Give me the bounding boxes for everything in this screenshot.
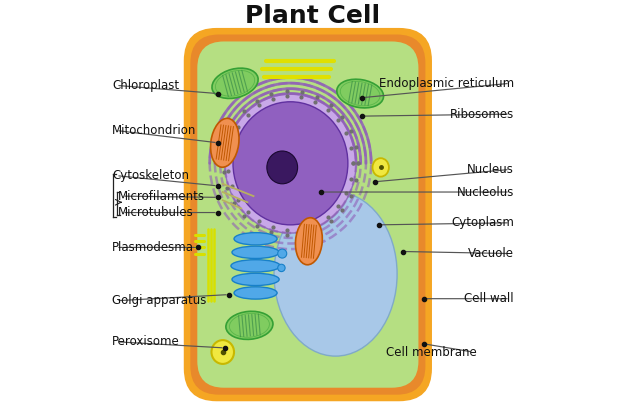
Ellipse shape xyxy=(234,233,277,245)
Ellipse shape xyxy=(226,311,273,339)
Ellipse shape xyxy=(231,260,280,272)
Text: Endoplasmic reticulum: Endoplasmic reticulum xyxy=(379,77,514,90)
Text: Cytoskeleton: Cytoskeleton xyxy=(112,169,189,182)
Ellipse shape xyxy=(274,192,397,356)
Text: Microtubules: Microtubules xyxy=(118,206,194,219)
Text: Cell wall: Cell wall xyxy=(464,292,514,305)
FancyBboxPatch shape xyxy=(190,35,426,394)
Text: Plasmodesma: Plasmodesma xyxy=(112,241,194,254)
Ellipse shape xyxy=(278,249,287,258)
Text: Cytoplasm: Cytoplasm xyxy=(451,216,514,229)
Text: Mitochondrion: Mitochondrion xyxy=(112,124,197,137)
Ellipse shape xyxy=(210,118,239,167)
Text: Nucleolus: Nucleolus xyxy=(456,186,514,198)
Ellipse shape xyxy=(295,218,322,265)
Ellipse shape xyxy=(337,79,384,108)
Text: Microfilaments: Microfilaments xyxy=(118,190,205,203)
FancyBboxPatch shape xyxy=(184,28,432,401)
Ellipse shape xyxy=(234,287,277,299)
Ellipse shape xyxy=(232,246,279,259)
Ellipse shape xyxy=(372,158,389,177)
Text: Peroxisome: Peroxisome xyxy=(112,335,180,348)
Ellipse shape xyxy=(233,102,348,225)
Text: Cell membrane: Cell membrane xyxy=(386,346,477,359)
Text: Golgi apparatus: Golgi apparatus xyxy=(112,294,207,307)
Text: Nucleus: Nucleus xyxy=(467,163,514,176)
Ellipse shape xyxy=(212,68,258,98)
Ellipse shape xyxy=(225,93,356,233)
Ellipse shape xyxy=(212,340,234,364)
Text: Chloroplast: Chloroplast xyxy=(112,79,179,92)
Text: Vacuole: Vacuole xyxy=(468,247,514,260)
Ellipse shape xyxy=(267,151,297,184)
Text: Plant Cell: Plant Cell xyxy=(245,4,381,28)
Text: Ribosomes: Ribosomes xyxy=(449,108,514,121)
Ellipse shape xyxy=(232,273,279,286)
FancyBboxPatch shape xyxy=(197,41,418,388)
Ellipse shape xyxy=(278,264,285,271)
